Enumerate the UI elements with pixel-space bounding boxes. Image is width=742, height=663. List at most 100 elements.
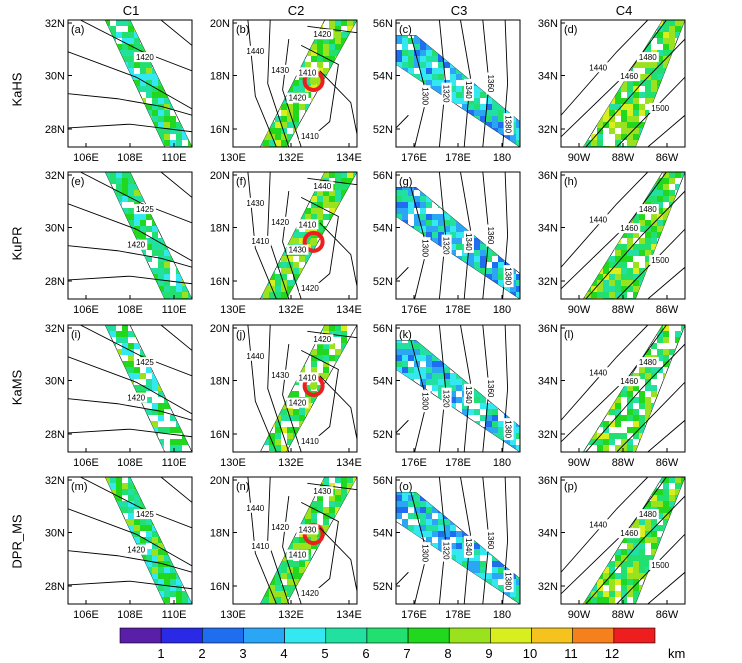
echo-top-cell — [402, 35, 408, 38]
echo-top-cell — [287, 256, 293, 262]
echo-top-cell — [341, 337, 347, 343]
echo-top-cell — [396, 35, 402, 38]
echo-top-cell — [639, 439, 645, 445]
echo-top-cell — [414, 50, 420, 56]
echo-top-cell — [86, 32, 92, 38]
echo-top-cell — [110, 343, 116, 349]
echo-top-cell — [420, 220, 426, 226]
echo-top-cell — [396, 50, 402, 56]
contour-label-group: 1500 — [649, 254, 672, 265]
echo-top-cell — [468, 340, 474, 343]
x-tick-label: 88W — [612, 304, 635, 316]
echo-top-cell — [627, 140, 633, 146]
echo-top-cell — [68, 116, 74, 122]
echo-top-cell — [420, 202, 426, 208]
echo-top-cell — [444, 38, 450, 44]
echo-top-cell — [645, 409, 651, 415]
echo-top-cell — [98, 122, 104, 128]
echo-top-cell — [498, 56, 504, 62]
echo-top-cell — [281, 122, 287, 128]
echo-top-cell — [603, 403, 609, 409]
echo-top-cell — [110, 331, 116, 337]
y-tick-label: 18N — [210, 71, 230, 83]
echo-top-cell — [275, 238, 281, 244]
echo-top-cell — [669, 379, 675, 385]
echo-top-cell — [158, 32, 164, 38]
echo-top-cell — [86, 50, 92, 56]
echo-top-cell — [639, 238, 645, 244]
echo-top-cell — [414, 355, 420, 361]
echo-top-cell — [657, 128, 663, 134]
echo-top-cell — [414, 196, 420, 202]
echo-top-cell — [597, 349, 603, 355]
echo-top-cell — [182, 421, 188, 427]
echo-top-cell — [492, 331, 498, 337]
panel-frame — [232, 171, 358, 300]
echo-top-cell — [275, 178, 281, 184]
echo-top-cell — [573, 190, 579, 196]
echo-top-cell — [402, 385, 408, 391]
echo-top-cell — [486, 439, 492, 445]
echo-top-cell — [597, 122, 603, 128]
echo-top-cell — [583, 355, 585, 361]
echo-top-cell — [627, 134, 633, 140]
echo-top-cell — [567, 116, 573, 122]
echo-top-cell — [341, 86, 347, 92]
echo-top-cell — [561, 286, 567, 292]
echo-top-cell — [510, 56, 516, 62]
echo-top-cell — [245, 274, 251, 280]
echo-top-cell — [408, 427, 414, 433]
echo-top-cell — [567, 274, 573, 280]
echo-top-cell — [110, 445, 116, 451]
echo-top-cell — [341, 409, 347, 415]
echo-top-cell — [516, 409, 520, 415]
echo-top-cell — [158, 44, 164, 50]
echo-top-cell — [116, 268, 122, 274]
echo-top-cell — [396, 286, 402, 292]
echo-top-cell — [341, 391, 347, 397]
echo-top-cell — [176, 178, 182, 184]
echo-top-cell — [597, 178, 603, 184]
contour-label: 1420 — [289, 94, 307, 103]
echo-top-cell — [86, 214, 92, 220]
echo-top-cell — [317, 104, 323, 110]
echo-top-cell — [263, 391, 269, 397]
echo-top-cell — [402, 379, 408, 385]
contour-label-group: 1320 — [441, 234, 452, 257]
echo-top-cell — [105, 433, 110, 439]
echo-top-cell — [176, 172, 182, 178]
echo-top-cell — [396, 349, 402, 355]
echo-top-cell — [474, 35, 480, 38]
echo-top-cell — [621, 337, 627, 343]
echo-top-cell — [396, 262, 402, 268]
echo-top-cell — [480, 26, 486, 32]
echo-top-cell — [182, 208, 188, 214]
echo-top-cell — [176, 427, 182, 433]
echo-top-cell — [468, 38, 474, 44]
echo-top-cell — [305, 110, 311, 116]
echo-top-cell — [110, 202, 116, 208]
echo-top-cell — [275, 439, 281, 445]
geopotential-contour — [616, 228, 685, 299]
contour-label-bg — [269, 216, 292, 227]
echo-top-cell — [188, 202, 192, 208]
echo-top-field — [396, 26, 520, 147]
echo-top-cell — [86, 286, 92, 292]
echo-top-cell — [420, 74, 426, 80]
echo-top-cell — [681, 367, 685, 373]
echo-top-cell — [341, 262, 347, 268]
echo-top-cell — [158, 445, 164, 451]
echo-top-cell — [663, 178, 669, 184]
echo-top-cell — [510, 409, 516, 415]
echo-top-cell — [317, 190, 323, 196]
echo-top-cell — [486, 409, 492, 415]
geopotential-contour — [160, 20, 192, 46]
echo-top-cell — [633, 20, 639, 26]
echo-top-cell — [164, 190, 170, 196]
echo-top-cell — [456, 256, 462, 262]
echo-top-cell — [474, 187, 480, 190]
echo-top-cell — [239, 280, 245, 286]
echo-top-cell — [621, 50, 627, 56]
echo-top-cell — [402, 256, 408, 262]
echo-top-cell — [609, 32, 615, 38]
